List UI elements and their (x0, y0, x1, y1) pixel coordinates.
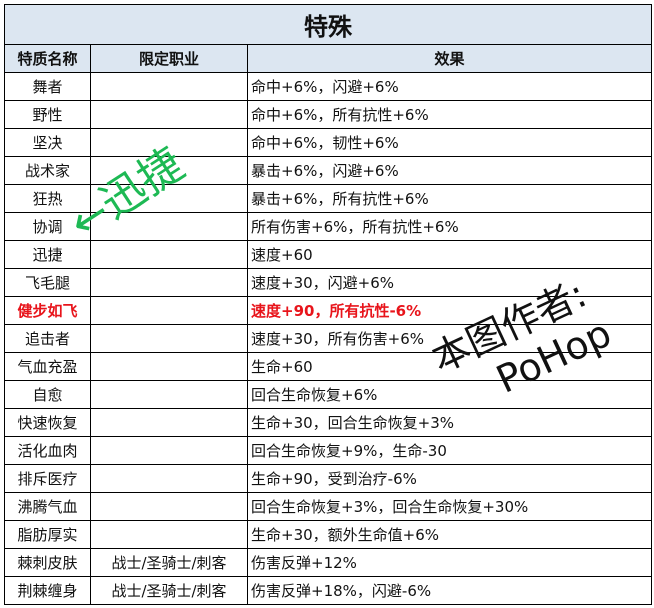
table-row: 快速恢复 生命+30，回合生命恢复+3% (4, 408, 653, 437)
trait-effect: 生命+90，受到治疗-6% (246, 464, 653, 493)
job-restriction (90, 436, 248, 465)
job-restriction (90, 492, 248, 521)
table-row: 迅捷 速度+60 (4, 240, 653, 269)
trait-effect: 所有伤害+6%，所有抗性+6% (246, 212, 653, 241)
table-row: 舞者 命中+6%，闪避+6% (4, 72, 653, 101)
job-restriction (90, 72, 248, 101)
trait-effect: 暴击+6%，闪避+6% (246, 156, 653, 185)
trait-name: 战术家 (4, 156, 91, 185)
job-restriction (90, 100, 248, 129)
job-restriction (90, 240, 248, 269)
trait-name: 舞者 (4, 72, 91, 101)
table-row: 健步如飞 速度+90，所有抗性-6% (4, 296, 653, 325)
trait-name: 棘刺皮肤 (4, 548, 91, 577)
trait-effect: 命中+6%，韧性+6% (246, 128, 653, 157)
trait-name: 气血充盈 (4, 352, 91, 381)
trait-name: 排斥医疗 (4, 464, 91, 493)
trait-name: 沸腾气血 (4, 492, 91, 521)
trait-effect: 伤害反弹+18%，闪避-6% (246, 576, 653, 605)
job-restriction (90, 324, 248, 353)
table-row: 沸腾气血 回合生命恢复+3%，回合生命恢复+30% (4, 492, 653, 521)
job-restriction (90, 156, 248, 185)
table-row: 狂热 暴击+6%，所有抗性+6% (4, 184, 653, 213)
trait-name: 健步如飞 (4, 296, 91, 325)
trait-name: 快速恢复 (4, 408, 91, 437)
trait-name: 飞毛腿 (4, 268, 91, 297)
table-title-row: 特殊 (3, 4, 653, 45)
trait-name: 追击者 (4, 324, 91, 353)
trait-effect: 生命+30，回合生命恢复+3% (246, 408, 653, 437)
table-row: 活化血肉 回合生命恢复+9%，生命-30 (4, 436, 653, 465)
trait-effect: 速度+30，闪避+6% (246, 268, 653, 297)
table-row: 气血充盈 生命+60 (4, 352, 653, 381)
header-row: 特质名称 限定职业 效果 (4, 44, 653, 73)
trait-effect: 生命+60 (246, 352, 653, 381)
job-restriction: 战士/圣骑士/刺客 (90, 576, 248, 605)
trait-name: 自愈 (4, 380, 91, 409)
job-restriction: 战士/圣骑士/刺客 (90, 548, 248, 577)
trait-name: 荆棘缠身 (4, 576, 91, 605)
traits-table: 特殊 特质名称 限定职业 效果 舞者 命中+6%，闪避+6% 野性 命中+6%，所有抗… (3, 4, 653, 605)
trait-effect: 生命+30，额外生命值+6% (246, 520, 653, 549)
table-row: 战术家 暴击+6%，闪避+6% (4, 156, 653, 185)
trait-effect: 速度+90，所有抗性-6% (246, 296, 653, 325)
table-row: 野性 命中+6%，所有抗性+6% (4, 100, 653, 129)
job-restriction (90, 380, 248, 409)
table-row: 追击者 速度+30，所有伤害+6% (4, 324, 653, 353)
header-effect: 效果 (246, 44, 653, 73)
trait-effect: 回合生命恢复+3%，回合生命恢复+30% (246, 492, 653, 521)
trait-effect: 命中+6%，闪避+6% (246, 72, 653, 101)
trait-name: 迅捷 (4, 240, 91, 269)
trait-effect: 速度+60 (246, 240, 653, 269)
job-restriction (90, 268, 248, 297)
job-restriction (90, 352, 248, 381)
table-row: 脂肪厚实 生命+30，额外生命值+6% (4, 520, 653, 549)
trait-name: 野性 (4, 100, 91, 129)
job-restriction (90, 464, 248, 493)
table-row: 坚决 命中+6%，韧性+6% (4, 128, 653, 157)
table-row: 棘刺皮肤 战士/圣骑士/刺客 伤害反弹+12% (4, 548, 653, 577)
trait-effect: 回合生命恢复+9%，生命-30 (246, 436, 653, 465)
trait-name: 脂肪厚实 (4, 520, 91, 549)
trait-effect: 暴击+6%，所有抗性+6% (246, 184, 653, 213)
table-row: 飞毛腿 速度+30，闪避+6% (4, 268, 653, 297)
table-row: 荆棘缠身 战士/圣骑士/刺客 伤害反弹+18%，闪避-6% (4, 576, 653, 605)
header-trait-name: 特质名称 (4, 44, 91, 73)
trait-effect: 命中+6%，所有抗性+6% (246, 100, 653, 129)
job-restriction (90, 296, 248, 325)
table-row: 排斥医疗 生命+90，受到治疗-6% (4, 464, 653, 493)
table-title: 特殊 (3, 4, 653, 45)
job-restriction (90, 408, 248, 437)
trait-effect: 伤害反弹+12% (246, 548, 653, 577)
trait-name: 坚决 (4, 128, 91, 157)
table-row: 自愈 回合生命恢复+6% (4, 380, 653, 409)
trait-name: 活化血肉 (4, 436, 91, 465)
table-row: 协调 所有伤害+6%，所有抗性+6% (4, 212, 653, 241)
job-restriction (90, 520, 248, 549)
header-job: 限定职业 (90, 44, 248, 73)
